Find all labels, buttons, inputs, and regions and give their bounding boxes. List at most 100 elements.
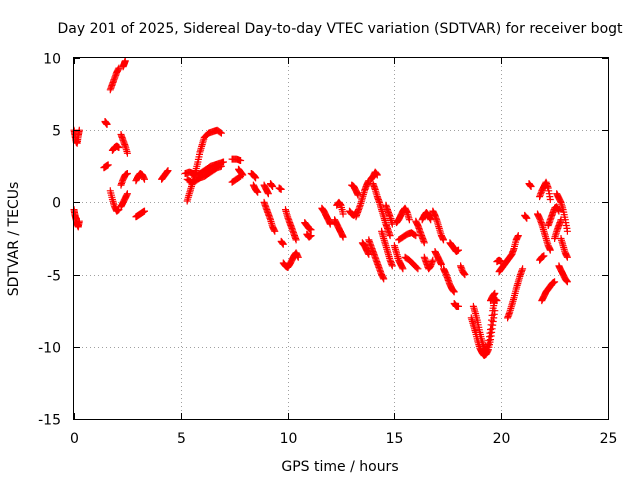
series-arc-38 xyxy=(358,239,373,258)
series-arc-73 xyxy=(557,235,571,261)
data-point xyxy=(217,129,225,137)
data-point xyxy=(216,128,224,136)
plot-frame xyxy=(73,57,609,420)
series-arc-32 xyxy=(318,204,334,228)
chart-title: Day 201 of 2025, Sidereal Day-to-day VTE… xyxy=(57,21,623,37)
data-point xyxy=(388,220,396,228)
data-point xyxy=(450,288,458,296)
series-arc-17 xyxy=(183,162,225,186)
series-arc-01 xyxy=(70,126,83,147)
data-point xyxy=(562,276,570,284)
data-point xyxy=(491,307,499,315)
data-point xyxy=(354,191,362,199)
series-arc-72 xyxy=(553,190,571,235)
y-tick-label: -10 xyxy=(38,341,61,357)
series-arc-52 xyxy=(431,248,445,268)
data-point xyxy=(559,242,567,250)
data-point xyxy=(103,120,111,128)
data-point xyxy=(339,210,347,218)
series-arc-68 xyxy=(536,252,548,264)
data-point xyxy=(540,252,548,260)
data-point xyxy=(123,190,131,198)
series-arc-54 xyxy=(446,239,462,255)
data-point xyxy=(237,157,245,164)
series-arc-11 xyxy=(117,190,131,211)
data-point xyxy=(515,276,523,284)
data-point xyxy=(427,216,435,224)
y-tick-label: -15 xyxy=(38,413,61,429)
data-point xyxy=(217,162,225,170)
x-tick-label: 10 xyxy=(280,431,298,447)
series-arc-18 xyxy=(228,155,245,164)
series-arc-60 xyxy=(489,295,501,305)
y-tick-label: -5 xyxy=(47,269,61,285)
series-arc-65 xyxy=(525,180,535,190)
data-point xyxy=(437,261,445,268)
series-arc-25 xyxy=(260,198,279,235)
data-point xyxy=(380,275,388,283)
y-tick-labels: 10 5 0 -5 -10 -15 xyxy=(38,52,61,429)
series-arc-31 xyxy=(303,230,315,241)
series-arc-29 xyxy=(279,249,302,271)
series-arc-20 xyxy=(235,165,247,179)
series-arc-10 xyxy=(117,170,131,189)
series-arc-05 xyxy=(106,64,123,94)
data-point xyxy=(429,256,437,264)
data-point xyxy=(123,170,131,177)
data-point xyxy=(440,236,447,244)
data-point xyxy=(239,171,247,179)
data-point xyxy=(414,265,422,273)
data-points xyxy=(70,57,571,359)
y-tick-label: 0 xyxy=(52,196,61,212)
data-point xyxy=(461,271,469,279)
data-point xyxy=(307,232,315,240)
data-point xyxy=(563,227,571,235)
series-arc-69 xyxy=(538,278,559,305)
data-point xyxy=(546,196,554,203)
data-point xyxy=(493,297,501,305)
data-point xyxy=(519,265,527,273)
series-arc-14 xyxy=(158,167,172,183)
series-arc-41 xyxy=(365,236,388,283)
series-arc-27 xyxy=(277,237,287,248)
series-arc-74 xyxy=(555,262,571,286)
series-arc-23 xyxy=(260,181,272,198)
series-arc-06 xyxy=(119,57,129,71)
series-arc-33 xyxy=(331,216,347,241)
data-point xyxy=(279,240,287,248)
x-tick-label: 15 xyxy=(386,431,404,447)
series-arc-61 xyxy=(493,256,505,266)
series-arc-47 xyxy=(401,253,422,273)
data-point xyxy=(388,262,396,270)
data-point xyxy=(121,141,129,149)
series-arc-37 xyxy=(352,177,373,221)
series-arc-58 xyxy=(467,307,499,359)
series-arc-26 xyxy=(275,184,285,193)
grid xyxy=(74,58,608,419)
data-point xyxy=(292,236,300,244)
series-arc-56 xyxy=(457,262,469,279)
series-arc-08 xyxy=(106,187,123,215)
series-arc-70 xyxy=(544,203,563,229)
data-point xyxy=(411,231,419,239)
series-arc-71 xyxy=(551,216,565,242)
series-arc-42 xyxy=(378,227,396,270)
series-arc-53 xyxy=(440,265,458,296)
series-arc-63 xyxy=(504,265,527,322)
data-point xyxy=(252,174,260,182)
series-arc-13 xyxy=(132,207,148,221)
y-axis-label: SDTVAR / TECUs xyxy=(6,182,22,297)
data-point xyxy=(514,232,522,240)
series-arc-21 xyxy=(247,170,260,182)
data-point xyxy=(523,214,531,222)
y-tick-label: 10 xyxy=(43,52,61,68)
x-tick-label: 20 xyxy=(493,431,511,447)
data-point xyxy=(277,185,285,193)
x-axis-label: GPS time / hours xyxy=(281,459,398,475)
series-arc-66 xyxy=(534,210,554,254)
data-point xyxy=(455,302,462,310)
data-point xyxy=(405,216,413,224)
data-point xyxy=(413,264,421,272)
series-arc-34 xyxy=(333,198,347,218)
